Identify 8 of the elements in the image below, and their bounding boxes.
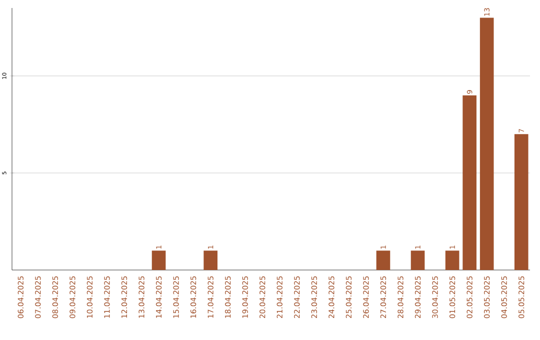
bar [152, 250, 166, 270]
bar [410, 250, 425, 270]
bar [204, 250, 218, 270]
bar [480, 18, 494, 270]
bar [445, 250, 460, 270]
bar [462, 95, 476, 270]
bar [514, 134, 528, 270]
bar [376, 250, 390, 270]
